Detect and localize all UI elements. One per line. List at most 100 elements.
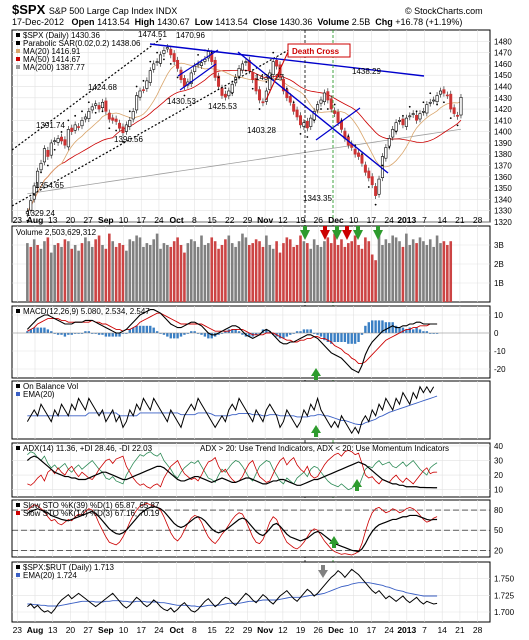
- death-cross-arrow: [265, 51, 289, 101]
- volume-bar: [387, 243, 391, 302]
- price-candle: [329, 98, 333, 110]
- price-candle: [141, 89, 145, 91]
- volume-bar: [213, 241, 217, 302]
- sar-dot: [292, 101, 295, 104]
- price-candle: [66, 129, 70, 148]
- volume-bar: [70, 248, 74, 302]
- close-value: 1430.36: [279, 17, 313, 27]
- volume-bar: [241, 233, 244, 302]
- price-candle: [121, 126, 125, 134]
- volume-bar: [26, 243, 29, 302]
- volume-bar: [367, 241, 371, 302]
- sar-dot: [367, 186, 370, 188]
- price-candle: [128, 120, 132, 127]
- macd-histogram-bar: [179, 333, 183, 337]
- volume-bar: [278, 252, 282, 302]
- sar-dot: [231, 92, 234, 95]
- x-axis-label-bottom: 10: [349, 625, 359, 635]
- volume-bar: [162, 243, 166, 302]
- macd-histogram-bar: [138, 325, 142, 333]
- macd-histogram-bar: [374, 320, 377, 333]
- volume-bar: [268, 245, 272, 302]
- death-cross-label: Death Cross: [292, 47, 340, 56]
- panel-4-frame: [11, 442, 491, 498]
- x-axis-label-bottom: 2013: [397, 625, 416, 635]
- volume-bar: [347, 243, 350, 302]
- volume-bar: [155, 233, 159, 302]
- volume-signal-arrow: [332, 230, 342, 240]
- price-candle: [220, 87, 224, 96]
- sar-dot: [429, 92, 432, 95]
- volume-bar: [432, 246, 435, 302]
- sar-dot: [395, 130, 398, 133]
- volume-bar: [46, 237, 50, 302]
- adx-line: [26, 455, 438, 489]
- panel-0-legend-label: MA(200) 1387.77: [23, 63, 85, 72]
- volume-bar: [87, 241, 91, 302]
- price-candle: [367, 170, 371, 179]
- sar-dot: [449, 117, 452, 119]
- panel-5-ytick: 50: [494, 526, 503, 535]
- panel-6-legend-label: EMA(20) 1.724: [23, 571, 77, 580]
- sar-dot: [320, 108, 322, 110]
- price-candle: [70, 127, 74, 132]
- price-annotation: 1425.53: [208, 102, 237, 111]
- volume-bar: [405, 233, 408, 302]
- ratio-line: [27, 568, 438, 615]
- macd-histogram-bar: [224, 331, 227, 333]
- macd-histogram-bar: [367, 322, 370, 333]
- volume-bar: [449, 241, 453, 302]
- price-candle: [336, 111, 340, 123]
- sar-dot: [361, 153, 363, 156]
- price-candle: [148, 70, 152, 83]
- low-label: Low: [194, 17, 213, 27]
- sar-dot: [333, 103, 336, 106]
- price-candle: [182, 78, 186, 87]
- x-axis-label-top: 21: [455, 215, 465, 225]
- x-axis-label-top: 10: [349, 215, 359, 225]
- price-candle: [398, 120, 402, 122]
- volume-bar: [90, 246, 94, 302]
- price-candle: [114, 118, 118, 122]
- price-annotation: 1396.56: [114, 135, 143, 144]
- macd-histogram-bar: [336, 333, 340, 342]
- volume-signal-arrow: [300, 230, 310, 240]
- volume-bar: [425, 245, 429, 302]
- macd-histogram-bar: [118, 333, 121, 337]
- price-candle: [131, 111, 135, 120]
- macd-histogram-bar: [323, 333, 326, 341]
- price-annotation: 1438.29: [352, 67, 381, 76]
- price-candle: [135, 95, 139, 111]
- sar-dot: [456, 124, 459, 127]
- x-axis-label-top: 2013: [397, 215, 416, 225]
- price-annotation: 1474.51: [138, 30, 167, 39]
- macd-histogram-bar: [415, 327, 418, 333]
- volume-signal-arrow-stem: [323, 226, 327, 231]
- volume-bar: [196, 246, 200, 302]
- adx-annotation: ADX > 20: Use Trend Indicators, ADX < 20…: [200, 444, 449, 453]
- x-axis-label-bottom: 8: [192, 625, 197, 635]
- panel-3-frame: [11, 380, 491, 440]
- macd-histogram-bar: [114, 333, 118, 337]
- macd-histogram-bar: [394, 325, 398, 333]
- sar-dot: [402, 114, 404, 117]
- sar-dot: [176, 76, 179, 79]
- macd-histogram-bar: [203, 333, 207, 337]
- volume-bar: [203, 245, 207, 302]
- panel-1-ytick: 2B: [494, 260, 504, 269]
- chg-label: Chg: [375, 17, 393, 27]
- panel-0-ytick: 1390: [494, 139, 512, 148]
- macd-histogram-bar: [330, 333, 333, 344]
- ratio-ema-line: [27, 582, 438, 608]
- volume-signal-arrow: [342, 230, 352, 240]
- sar-dot: [422, 101, 425, 104]
- macd-histogram-bar: [207, 333, 210, 339]
- sar-dot: [299, 133, 302, 135]
- x-axis-label-top: 23: [13, 215, 23, 225]
- macd-histogram-bar: [353, 333, 357, 344]
- price-candle: [384, 147, 388, 159]
- panel-4-legend-label: ADX(14) 11.36, +DI 28.46, -DI 22.03: [23, 444, 153, 453]
- macd-histogram-bar: [190, 331, 193, 333]
- panel-0-ytick: 1370: [494, 162, 512, 171]
- volume-bar: [292, 246, 295, 302]
